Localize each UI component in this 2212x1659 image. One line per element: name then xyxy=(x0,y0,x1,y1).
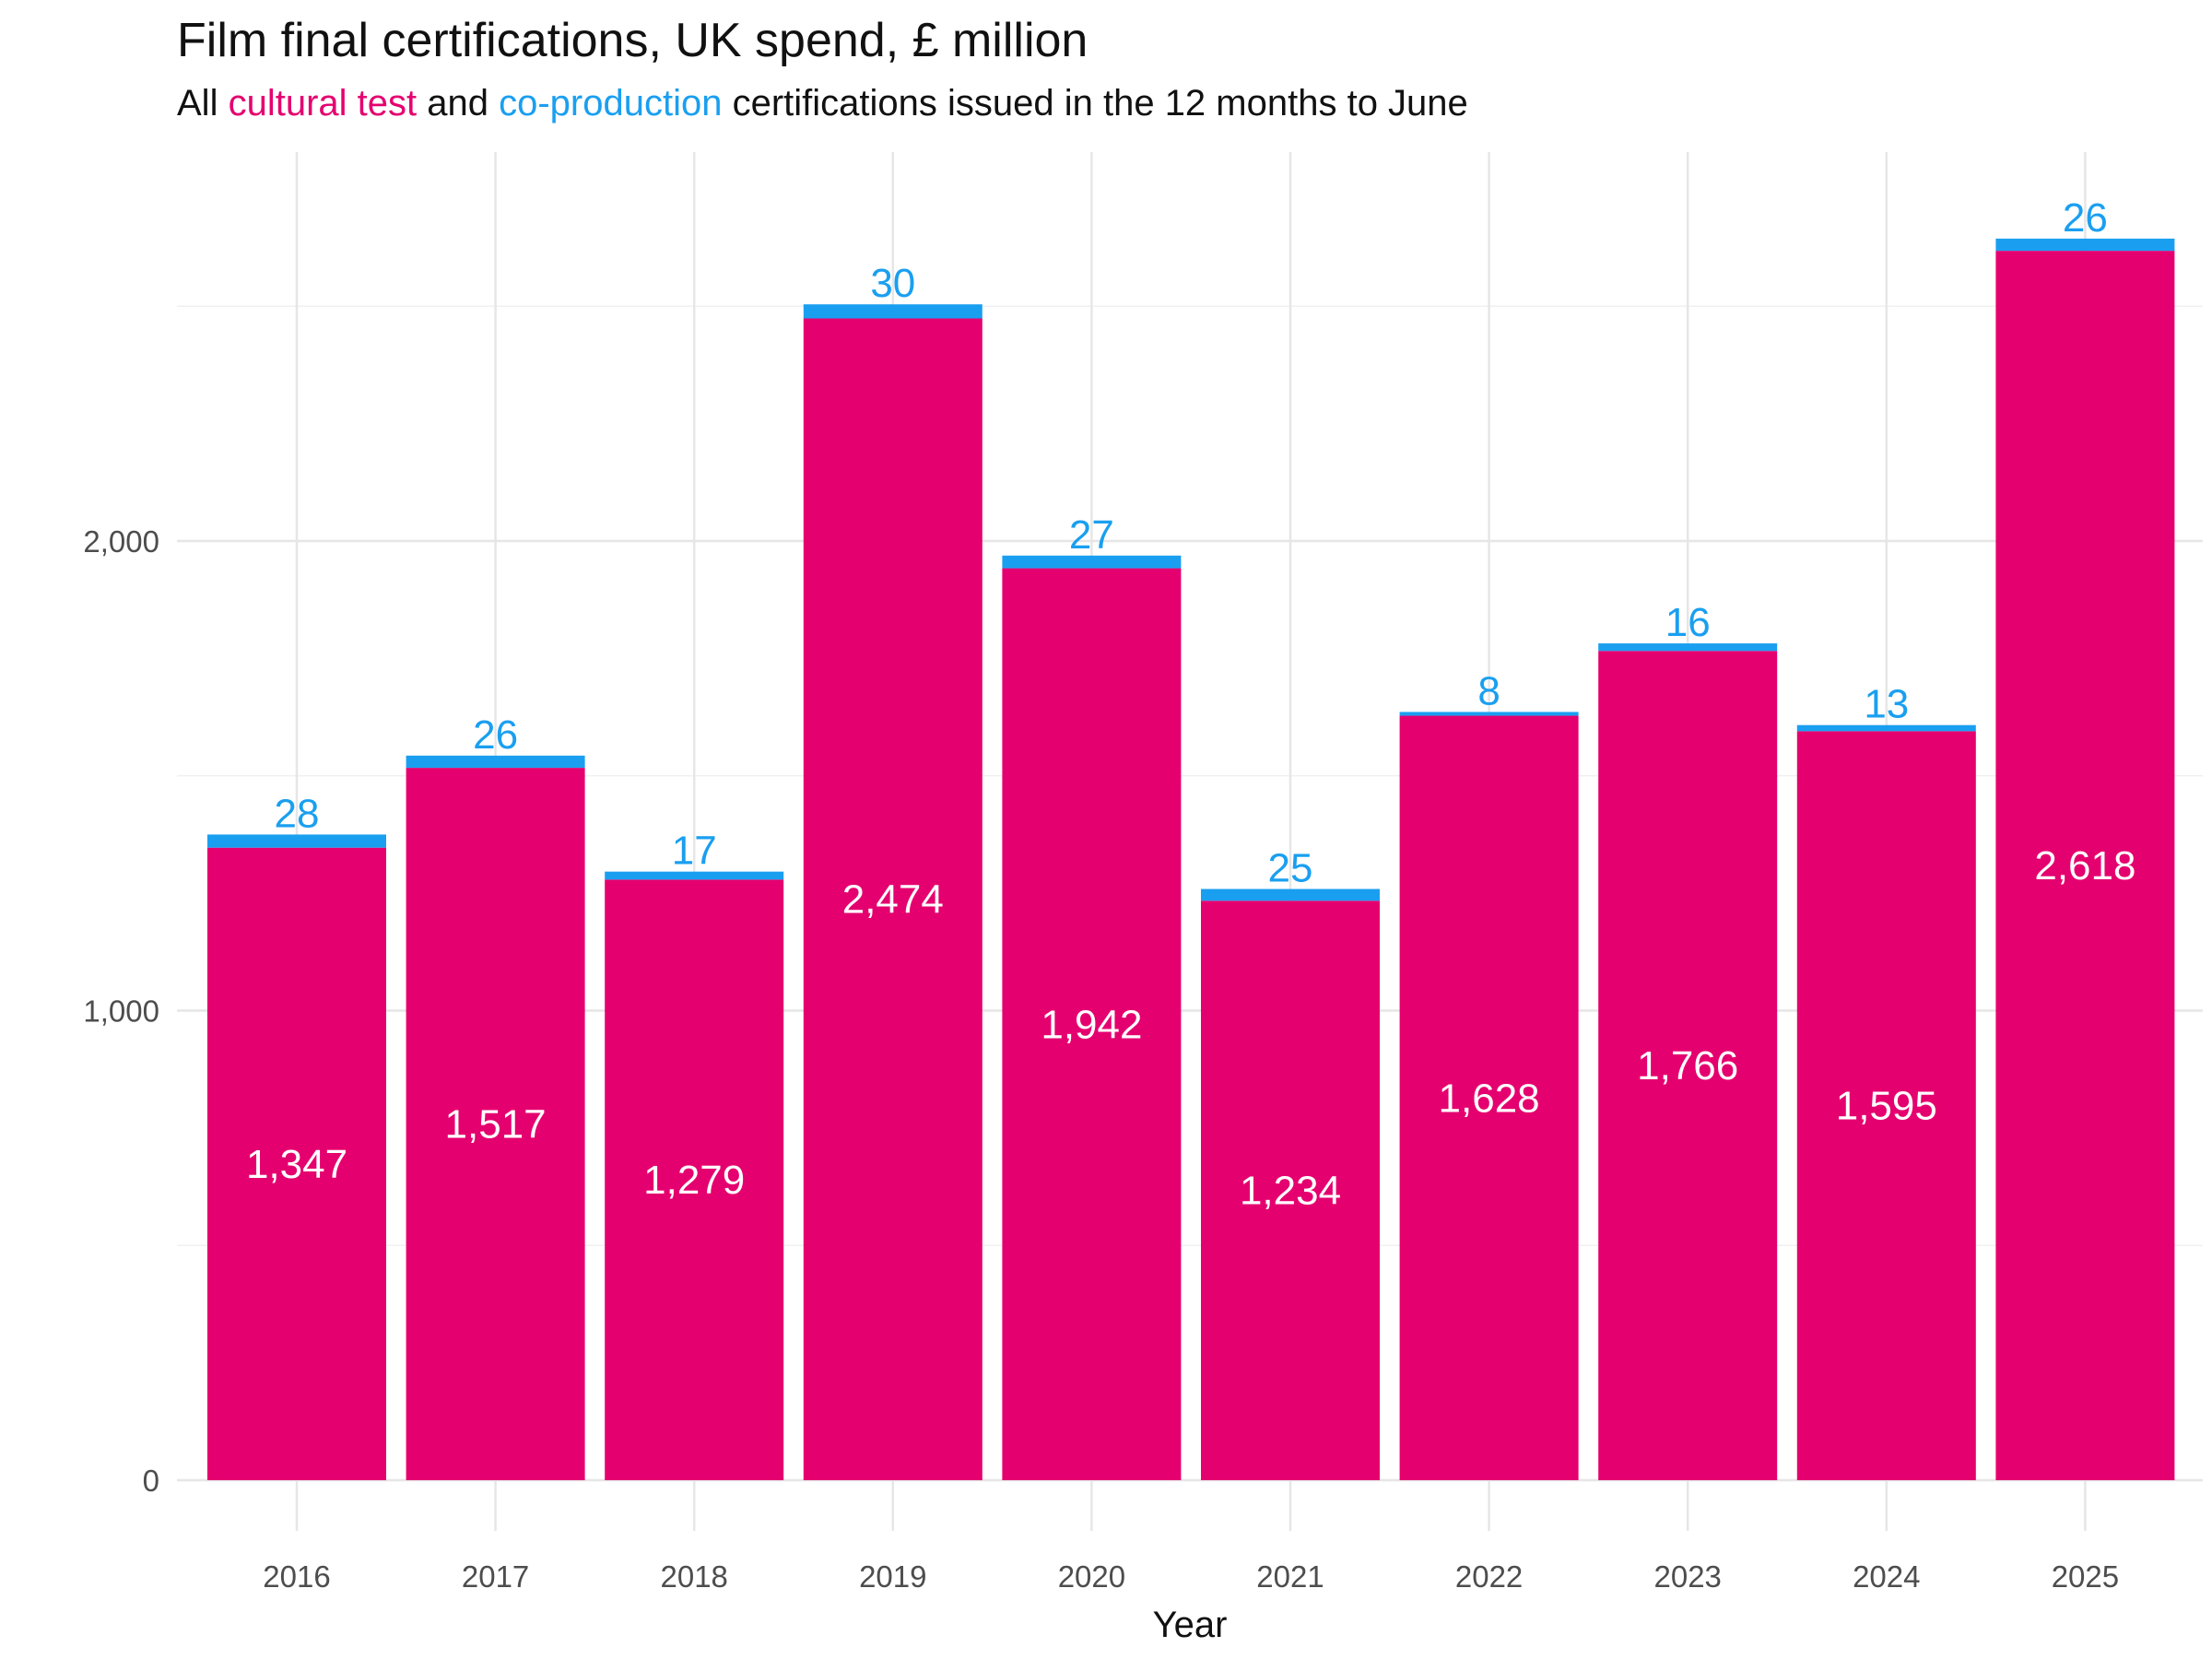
label-cultural-test-2018: 1,279 xyxy=(643,1158,745,1203)
x-tick-label-2019: 2019 xyxy=(859,1559,926,1594)
data-labels: 1,347 28 1,517 26 1,279 17 2,474 30 1,942 27 1,234… xyxy=(246,195,2136,1214)
subtitle-middle: and xyxy=(417,83,500,124)
x-tick-label-2020: 2020 xyxy=(1058,1559,1125,1594)
x-tick-label-2023: 2023 xyxy=(1653,1559,1721,1594)
label-co-production-2021: 25 xyxy=(1268,846,1313,891)
y-tick-label: 0 xyxy=(143,1464,159,1498)
bar-cultural-test-2020 xyxy=(1002,568,1182,1480)
bar-cultural-test-2025 xyxy=(1995,251,2175,1480)
label-co-production-2018: 17 xyxy=(672,829,717,874)
bar-co-production-2017 xyxy=(406,755,585,769)
bar-co-production-2016 xyxy=(207,834,386,848)
x-tick-label-2016: 2016 xyxy=(263,1559,330,1594)
bar-co-production-2018 xyxy=(605,871,784,880)
label-co-production-2025: 26 xyxy=(2063,195,2108,241)
x-tick-label-2017: 2017 xyxy=(462,1559,529,1594)
label-cultural-test-2021: 1,234 xyxy=(1240,1169,1341,1214)
bar-co-production-2019 xyxy=(803,304,982,319)
label-co-production-2019: 30 xyxy=(870,261,915,306)
bar-cultural-test-2023 xyxy=(1598,651,1778,1480)
bars xyxy=(207,238,2175,1480)
subtitle-prefix: All xyxy=(177,83,229,124)
label-co-production-2023: 16 xyxy=(1665,600,1711,645)
label-cultural-test-2023: 1,766 xyxy=(1637,1043,1738,1088)
bar-cultural-test-2022 xyxy=(1399,715,1579,1480)
x-axis-title: Year xyxy=(1153,1605,1228,1645)
bar-cultural-test-2019 xyxy=(803,318,982,1480)
bar-cultural-test-2024 xyxy=(1796,731,1976,1480)
x-tick-label-2025: 2025 xyxy=(2052,1559,2119,1594)
label-co-production-2022: 8 xyxy=(1477,668,1500,713)
label-co-production-2016: 28 xyxy=(275,791,320,836)
x-tick-label-2022: 2022 xyxy=(1455,1559,1523,1594)
bar-cultural-test-2016 xyxy=(207,847,386,1480)
x-tick-label-2018: 2018 xyxy=(660,1559,727,1594)
label-cultural-test-2020: 1,942 xyxy=(1041,1002,1142,1047)
label-cultural-test-2022: 1,628 xyxy=(1439,1076,1540,1121)
x-axis: 2016 2017 2018 2019 2020 2021 2022 2023 2024 2025 xyxy=(263,1559,2119,1594)
label-cultural-test-2016: 1,347 xyxy=(246,1142,347,1187)
subtitle-co-production: co-production xyxy=(499,83,723,124)
label-cultural-test-2019: 2,474 xyxy=(842,877,944,923)
label-cultural-test-2017: 1,517 xyxy=(445,1102,547,1147)
chart-title: Film final certifications, UK spend, £ m… xyxy=(177,14,1088,67)
bar-co-production-2020 xyxy=(1002,555,1182,569)
subtitle-cultural-test: cultural test xyxy=(228,83,418,124)
bar-co-production-2023 xyxy=(1598,643,1778,652)
x-tick-label-2024: 2024 xyxy=(1853,1559,1920,1594)
label-co-production-2020: 27 xyxy=(1069,512,1114,558)
label-cultural-test-2024: 1,595 xyxy=(1836,1084,1937,1129)
label-co-production-2024: 13 xyxy=(1864,682,1909,727)
bar-cultural-test-2018 xyxy=(605,879,784,1480)
label-co-production-2017: 26 xyxy=(473,712,518,758)
bar-cultural-test-2021 xyxy=(1201,900,1380,1480)
x-tick-label-2021: 2021 xyxy=(1256,1559,1324,1594)
y-tick-label: 2,000 xyxy=(83,524,159,559)
chart-subtitle: All cultural test and co-production cert… xyxy=(177,83,1468,124)
bar-cultural-test-2017 xyxy=(406,768,585,1480)
bar-co-production-2022 xyxy=(1399,712,1579,716)
y-tick-label: 1,000 xyxy=(83,994,159,1029)
label-cultural-test-2025: 2,618 xyxy=(2034,843,2136,888)
bar-co-production-2021 xyxy=(1201,888,1380,901)
y-axis: 0 1,000 2,000 xyxy=(83,524,159,1498)
subtitle-suffix: certifications issued in the 12 months t… xyxy=(722,83,1468,124)
bar-co-production-2024 xyxy=(1796,724,1976,732)
bar-co-production-2025 xyxy=(1995,238,2175,252)
